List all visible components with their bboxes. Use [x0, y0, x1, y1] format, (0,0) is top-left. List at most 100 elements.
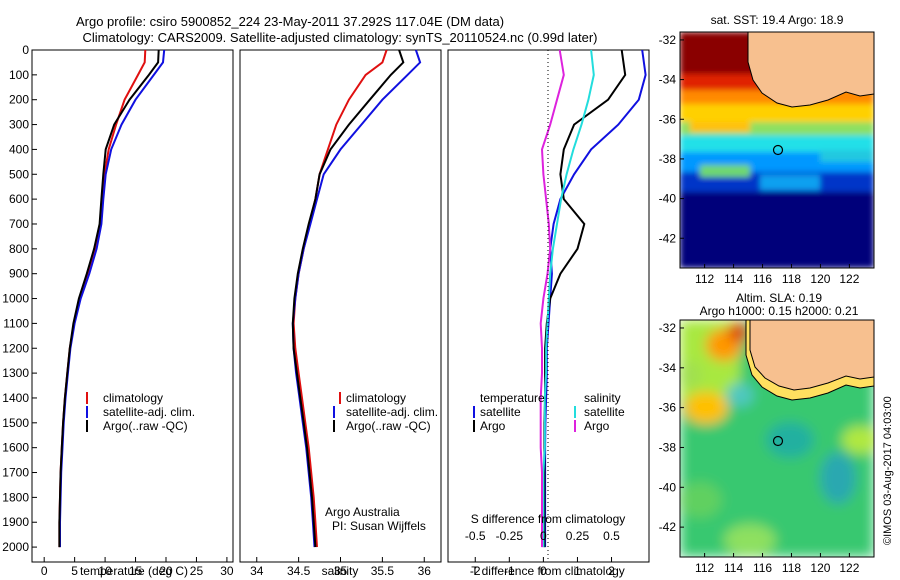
x-tick-label: 36	[418, 564, 432, 578]
x-tick-label: 10	[98, 564, 112, 578]
series-line-salinity-argo	[539, 49, 565, 548]
sla-land-mass	[749, 320, 874, 391]
map-x-tick-label: 122	[839, 561, 859, 575]
x-tick-label: -2	[470, 564, 481, 578]
x-tick-label: 5	[71, 564, 78, 578]
y-tick-label: 400	[9, 142, 29, 156]
map-x-tick-label: 116	[753, 272, 772, 286]
header-title-line1: Argo profile: csiro 5900852_224 23-May-2…	[76, 14, 504, 29]
y-tick-label: 500	[9, 167, 29, 181]
legend-header-temperature: temperature	[480, 391, 545, 405]
sla-map-title: Altim. SLA: 0.19	[736, 291, 822, 305]
map-y-tick-label: -32	[659, 33, 677, 47]
legend-label-sal-satellite: satellite	[584, 405, 625, 419]
map-y-tick-label: -36	[659, 112, 677, 126]
axis-ticks: 0 5 10 15 20 25 30 34 34.5 35 35.5 36 -2 -1 0 1 2 -0.5 -0.…	[2, 43, 620, 578]
map-x-tick-label: 112	[695, 272, 714, 286]
y-tick-label: 200	[9, 93, 29, 107]
sla-map-subtitle: Argo h1000: 0.15 h2000: 0.21	[700, 304, 859, 318]
legend-label-temp-argo: Argo	[480, 419, 506, 433]
y-tick-label: 1700	[2, 466, 29, 480]
x-tick-label: 34.5	[287, 564, 311, 578]
legend-label-satellite: satellite-adj. clim.	[346, 405, 438, 419]
difference-xlabel: T difference from climatology	[471, 564, 625, 578]
difference-legend: temperature salinity satellite Argo sate…	[473, 391, 625, 433]
x-top-tick-label: 0.25	[566, 529, 590, 543]
y-tick-label: 800	[9, 242, 29, 256]
temperature-legend: climatology satellite-adj. clim. Argo(..…	[86, 391, 195, 433]
x-top-tick-label: -0.5	[465, 529, 486, 543]
salinity-legend: climatology satellite-adj. clim. Argo(..…	[333, 391, 438, 433]
sst-map-ticks: 112 114 116 118 120 122 -32 -34 -36 -38 -40 -42	[659, 33, 860, 286]
series-line-climatology	[292, 49, 388, 548]
legend-label-argo: Argo(..raw -QC)	[103, 419, 188, 433]
map-x-tick-label: 118	[782, 561, 801, 575]
imos-credit: ©IMOS 03-Aug-2017 04:03:00	[882, 396, 894, 545]
temperature-panel-frame	[31, 49, 234, 563]
salinity-plot	[291, 49, 422, 548]
header-title-line2: Climatology: CARS2009. Satellite-adjuste…	[83, 30, 598, 45]
sla-argo-position-marker	[772, 435, 784, 447]
series-line-temperature-satellite	[544, 49, 647, 548]
x-tick-label: 15	[129, 564, 143, 578]
map-x-tick-label: 112	[695, 561, 714, 575]
x-top-tick-label: -0.25	[496, 529, 524, 543]
map-y-tick-label: -34	[659, 361, 677, 375]
legend-label-satellite: satellite-adj. clim.	[103, 405, 195, 419]
salinity-xlabel: salinity	[322, 564, 359, 578]
y-tick-label: 700	[9, 217, 29, 231]
y-tick-label: 1000	[2, 292, 29, 306]
legend-label-climatology: climatology	[346, 391, 406, 405]
sst-map-title: sat. SST: 19.4 Argo: 18.9	[711, 13, 844, 27]
sst-land-mass	[747, 32, 874, 108]
map-y-tick-label: -40	[659, 192, 677, 206]
map-y-tick-label: -32	[659, 321, 677, 335]
temperature-xlabel: temperature (deg C)	[80, 564, 188, 578]
x-tick-label: 35	[334, 564, 348, 578]
x-tick-label: 1	[574, 564, 581, 578]
sla-map	[680, 320, 874, 557]
map-x-tick-label: 118	[782, 272, 801, 286]
y-tick-label: 2000	[2, 540, 29, 554]
y-tick-label: 1200	[2, 341, 29, 355]
series-line-climatology	[58, 49, 147, 548]
map-x-tick-label: 114	[724, 561, 743, 575]
sst-map-frame	[679, 31, 875, 269]
x-top-tick-label: 0.5	[603, 529, 620, 543]
map-y-tick-label: -36	[659, 401, 677, 415]
map-y-tick-label: -38	[659, 152, 677, 166]
x-top-tick-label: 0	[540, 529, 547, 543]
series-line-argo-raw-qc-	[291, 49, 405, 548]
legend-label-argo: Argo(..raw -QC)	[346, 419, 431, 433]
x-tick-label: 2	[608, 564, 615, 578]
sst-argo-position-marker	[772, 144, 784, 156]
y-tick-label: 1400	[2, 391, 29, 405]
y-tick-label: 1800	[2, 490, 29, 504]
map-y-tick-label: -38	[659, 440, 677, 454]
y-tick-label: 0	[22, 43, 29, 57]
map-y-tick-label: -42	[659, 520, 677, 534]
x-tick-label: 30	[220, 564, 234, 578]
x-tick-label: 0	[41, 564, 48, 578]
legend-header-salinity: salinity	[584, 391, 621, 405]
map-x-tick-label: 122	[839, 272, 859, 286]
sst-map	[680, 32, 874, 268]
x-tick-label: 20	[159, 564, 173, 578]
y-tick-label: 1100	[3, 316, 29, 330]
institution-annotation: Argo Australia	[325, 505, 400, 519]
pi-annotation: PI: Susan Wijffels	[332, 519, 426, 533]
sla-map-frame	[679, 319, 875, 558]
map-x-tick-label: 116	[753, 561, 772, 575]
series-line-satellite-adj-clim-	[59, 49, 166, 548]
series-line-temperature-argo	[543, 49, 627, 548]
series-line-salinity-satellite	[542, 49, 595, 548]
y-tick-label: 1600	[2, 441, 29, 455]
y-tick-label: 900	[9, 267, 29, 281]
x-tick-label: 0	[540, 564, 547, 578]
difference-plot	[539, 49, 647, 548]
salinity-panel-frame	[239, 49, 442, 563]
map-x-tick-label: 114	[724, 272, 743, 286]
map-y-tick-label: -42	[659, 231, 677, 245]
x-tick-label: -1	[504, 564, 515, 578]
legend-label-sal-argo: Argo	[584, 419, 610, 433]
